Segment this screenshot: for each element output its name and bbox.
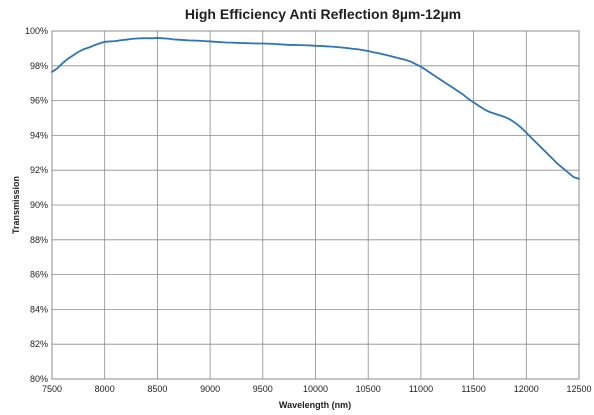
x-tick-label: 7500 [42,384,62,394]
plot-area-border [51,30,580,380]
y-tick-label: 90% [30,200,48,210]
x-tick-label: 11000 [409,384,433,394]
y-tick-label: 96% [30,96,48,106]
x-axis-label: Wavelength (nm) [279,400,351,410]
y-tick-label: 100% [25,26,48,36]
x-tick-label: 8000 [95,384,115,394]
x-tick-label: 12000 [514,384,539,394]
x-axis-ticks: 7500 8000 8500 9000 9500 10000 10500 11000 11500… [42,384,592,394]
y-axis-label: Transmission [11,176,21,234]
x-tick-label: 9000 [200,384,220,394]
transmission-series-line [51,37,580,180]
y-tick-label: 82% [30,339,48,349]
y-tick-label: 84% [30,304,48,314]
y-tick-label: 80% [30,374,48,384]
x-tick-label: 10500 [356,384,381,394]
y-tick-label: 86% [30,270,48,280]
x-tick-label: 10000 [303,384,328,394]
chart-title: High Efficiency Anti Reflection 8µm-12µm [185,6,461,22]
x-tick-label: 11500 [461,384,485,394]
y-tick-label: 94% [30,130,48,140]
x-tick-label: 8500 [147,384,167,394]
y-tick-label: 98% [30,61,48,71]
y-axis-ticks: 80% 82% 84% 86% 88% 90% 92% 94% 96% 98% 100% [25,26,48,384]
x-tick-label: 9500 [253,384,273,394]
x-tick-label: 12500 [566,384,591,394]
y-tick-label: 92% [30,165,48,175]
y-tick-label: 88% [30,235,48,245]
